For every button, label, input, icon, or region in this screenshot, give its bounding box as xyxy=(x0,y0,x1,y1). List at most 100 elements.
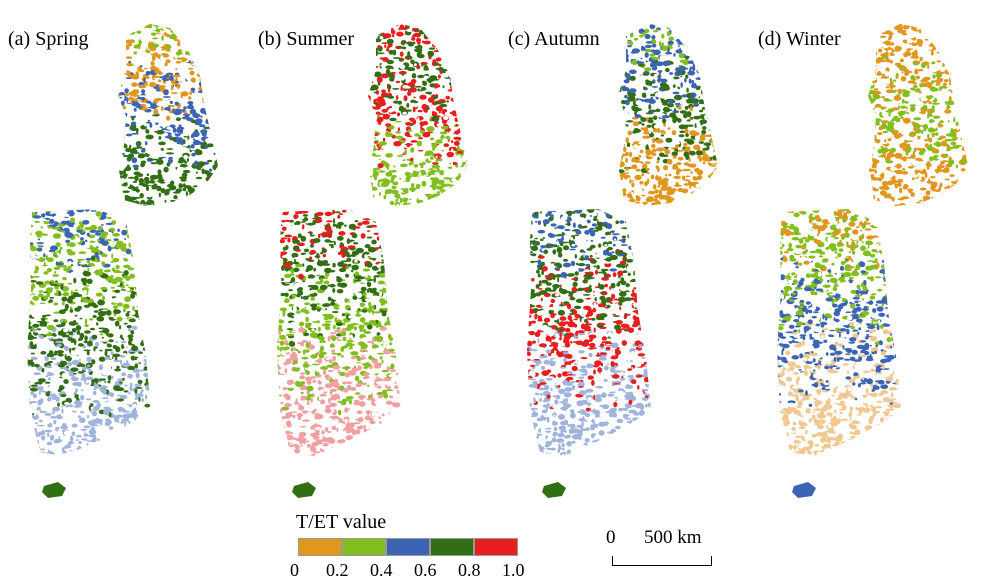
map-pixel xyxy=(342,322,346,326)
map-pixel xyxy=(157,150,161,156)
map-pixel xyxy=(340,260,348,263)
map-pixel xyxy=(99,313,105,316)
map-pixel xyxy=(407,91,412,97)
map-pixel xyxy=(332,311,339,313)
map-pixel xyxy=(372,446,380,453)
map-pixel xyxy=(65,254,73,259)
map-pixel xyxy=(411,27,420,31)
map-pixel xyxy=(414,133,420,137)
map-pixel xyxy=(92,372,100,377)
map-pixel xyxy=(294,222,298,226)
map-pixel xyxy=(282,210,289,216)
map-pixel xyxy=(411,37,416,41)
map-pixel xyxy=(651,143,656,149)
map-pixel xyxy=(123,122,127,126)
map-pixel xyxy=(425,137,432,143)
map-pixel xyxy=(455,56,465,62)
map-pixel xyxy=(333,382,340,389)
map-pixel xyxy=(460,107,468,110)
map-region-north xyxy=(118,24,218,206)
map-pixel xyxy=(72,319,77,326)
map-pixel xyxy=(393,327,401,333)
map-pixel xyxy=(190,87,196,92)
map-pixel xyxy=(195,204,199,206)
map-pixel xyxy=(404,187,409,194)
map-pixel xyxy=(138,267,142,270)
map-pixel xyxy=(277,311,279,318)
map-pixel xyxy=(158,24,168,26)
map-pixel xyxy=(27,262,29,267)
map-pixel xyxy=(329,402,337,407)
map-pixel xyxy=(324,326,331,331)
map-pixel xyxy=(394,162,400,165)
map-pixel xyxy=(383,421,390,427)
map-pixel xyxy=(148,378,151,382)
map-pixel xyxy=(366,210,372,213)
map-pixel xyxy=(369,39,375,44)
map-pixel xyxy=(27,300,34,305)
map-pixel xyxy=(181,101,185,106)
map-pixel xyxy=(354,262,359,265)
map-pixel xyxy=(139,431,147,434)
map-pixel xyxy=(431,180,438,187)
map-pixel xyxy=(27,320,31,326)
map-pixel xyxy=(199,30,205,36)
map-pixel xyxy=(374,195,383,201)
map-pixel xyxy=(647,190,656,195)
map-pixel xyxy=(618,120,623,126)
map-pixel xyxy=(355,275,363,280)
map-pixel xyxy=(150,437,151,441)
map-pixel xyxy=(427,196,433,201)
map-pixel xyxy=(361,283,367,287)
map-pixel xyxy=(370,25,378,29)
map-pixel xyxy=(462,55,467,58)
map-pixel xyxy=(453,24,458,26)
map-pixel xyxy=(427,172,436,175)
map-pixel xyxy=(27,413,29,416)
map-pixel xyxy=(187,101,194,105)
map-pixel xyxy=(392,402,401,408)
map-pixel xyxy=(373,232,380,235)
map-pixel xyxy=(294,445,300,449)
map-pixel xyxy=(454,77,458,83)
map-pixel xyxy=(284,273,292,279)
map-pixel xyxy=(63,379,69,384)
map-pixel xyxy=(389,411,398,415)
map-pixel xyxy=(62,366,67,370)
map-pixel xyxy=(63,267,72,272)
map-pixel xyxy=(381,212,388,216)
map-pixel xyxy=(293,267,299,273)
map-pixel xyxy=(95,341,99,347)
map-pixel xyxy=(371,186,378,191)
map-pixel xyxy=(144,355,151,358)
map-pixel xyxy=(378,141,387,146)
map-region-south xyxy=(277,209,401,456)
map-pixel xyxy=(355,313,362,317)
map-pixel xyxy=(202,59,209,63)
map-pixel xyxy=(177,137,183,143)
map-pixel xyxy=(359,356,366,360)
map-pixel xyxy=(705,33,709,39)
map-pixel xyxy=(76,330,81,335)
map-pixel xyxy=(359,448,365,454)
map-pixel xyxy=(398,425,401,427)
map-pixel xyxy=(364,375,370,379)
map-pixel xyxy=(337,261,345,267)
map-pixel xyxy=(386,237,392,243)
map-pixel xyxy=(377,433,382,439)
map-pixel xyxy=(397,387,401,390)
map-pixel xyxy=(85,257,93,261)
map-pixel xyxy=(27,359,33,366)
map-pixel xyxy=(83,446,87,452)
map-pixel xyxy=(363,428,368,435)
map-pixel xyxy=(77,343,84,347)
map-pixel xyxy=(396,453,399,456)
map-pixel xyxy=(706,199,712,203)
map-pixel xyxy=(183,35,186,39)
map-pixel xyxy=(101,309,108,312)
map-pixel xyxy=(194,27,203,33)
map-pixel xyxy=(120,136,125,139)
map-pixel xyxy=(138,396,141,402)
map-pixel xyxy=(316,211,324,216)
map-pixel xyxy=(466,98,468,105)
